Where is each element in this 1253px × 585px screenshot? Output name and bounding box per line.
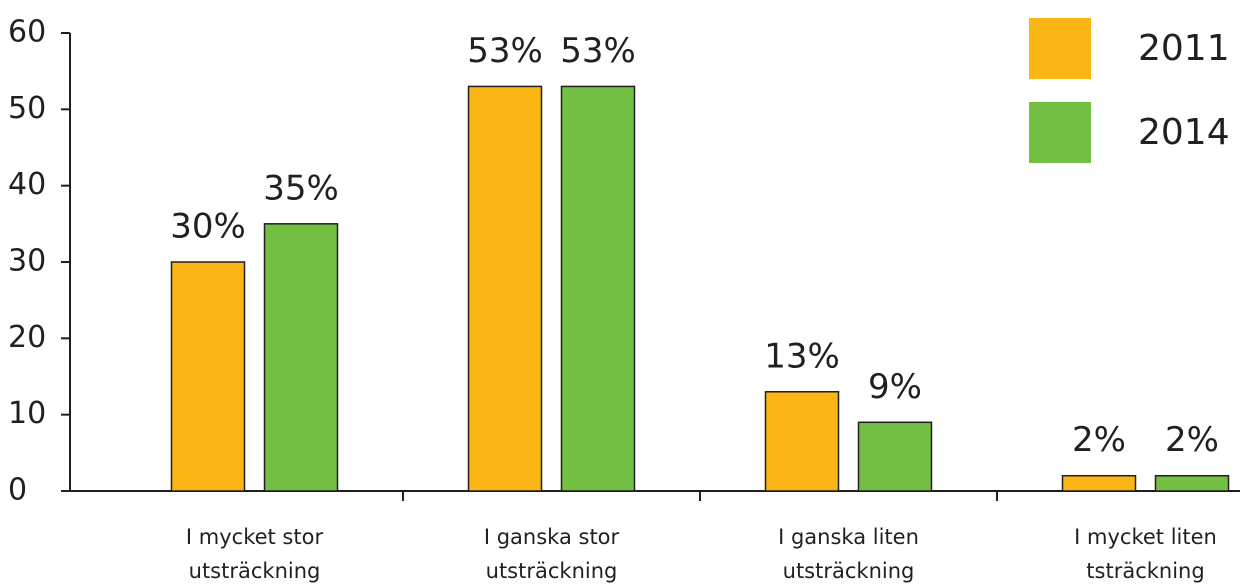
bar [263,223,339,492]
bar [1154,474,1230,492]
y-tick-label: 0 [8,473,27,508]
value-label: 2% [1165,420,1219,460]
bar [467,85,543,492]
value-label: 30% [170,207,246,247]
value-label: 13% [764,336,840,376]
y-tick-label: 40 [8,167,46,202]
x-tick-label: I ganska liten utsträckning [778,525,919,583]
legend-label: 2011 [1138,28,1230,69]
value-label: 53% [467,31,543,71]
legend-swatch [1029,102,1091,163]
value-label: 9% [868,367,922,407]
bar [560,85,636,492]
x-tick-label: I mycket stor utsträckning [186,525,324,583]
y-tick-label: 50 [8,91,46,126]
value-label: 2% [1072,420,1126,460]
y-tick-label: 10 [8,396,46,431]
bar [764,391,840,492]
value-label: 53% [560,31,636,71]
y-tick-label: 20 [8,320,46,355]
bar [1061,474,1137,492]
legend-swatch [1029,18,1091,79]
legend-label: 2014 [1138,112,1230,153]
x-tick-label: I mycket liten tsträckning [1074,525,1217,583]
x-tick-label: I ganska stor utsträckning [484,525,620,583]
y-tick-label: 30 [8,244,46,279]
value-label: 35% [263,168,339,208]
bar [170,261,246,492]
bar [857,421,933,492]
y-tick-label: 60 [8,15,46,50]
